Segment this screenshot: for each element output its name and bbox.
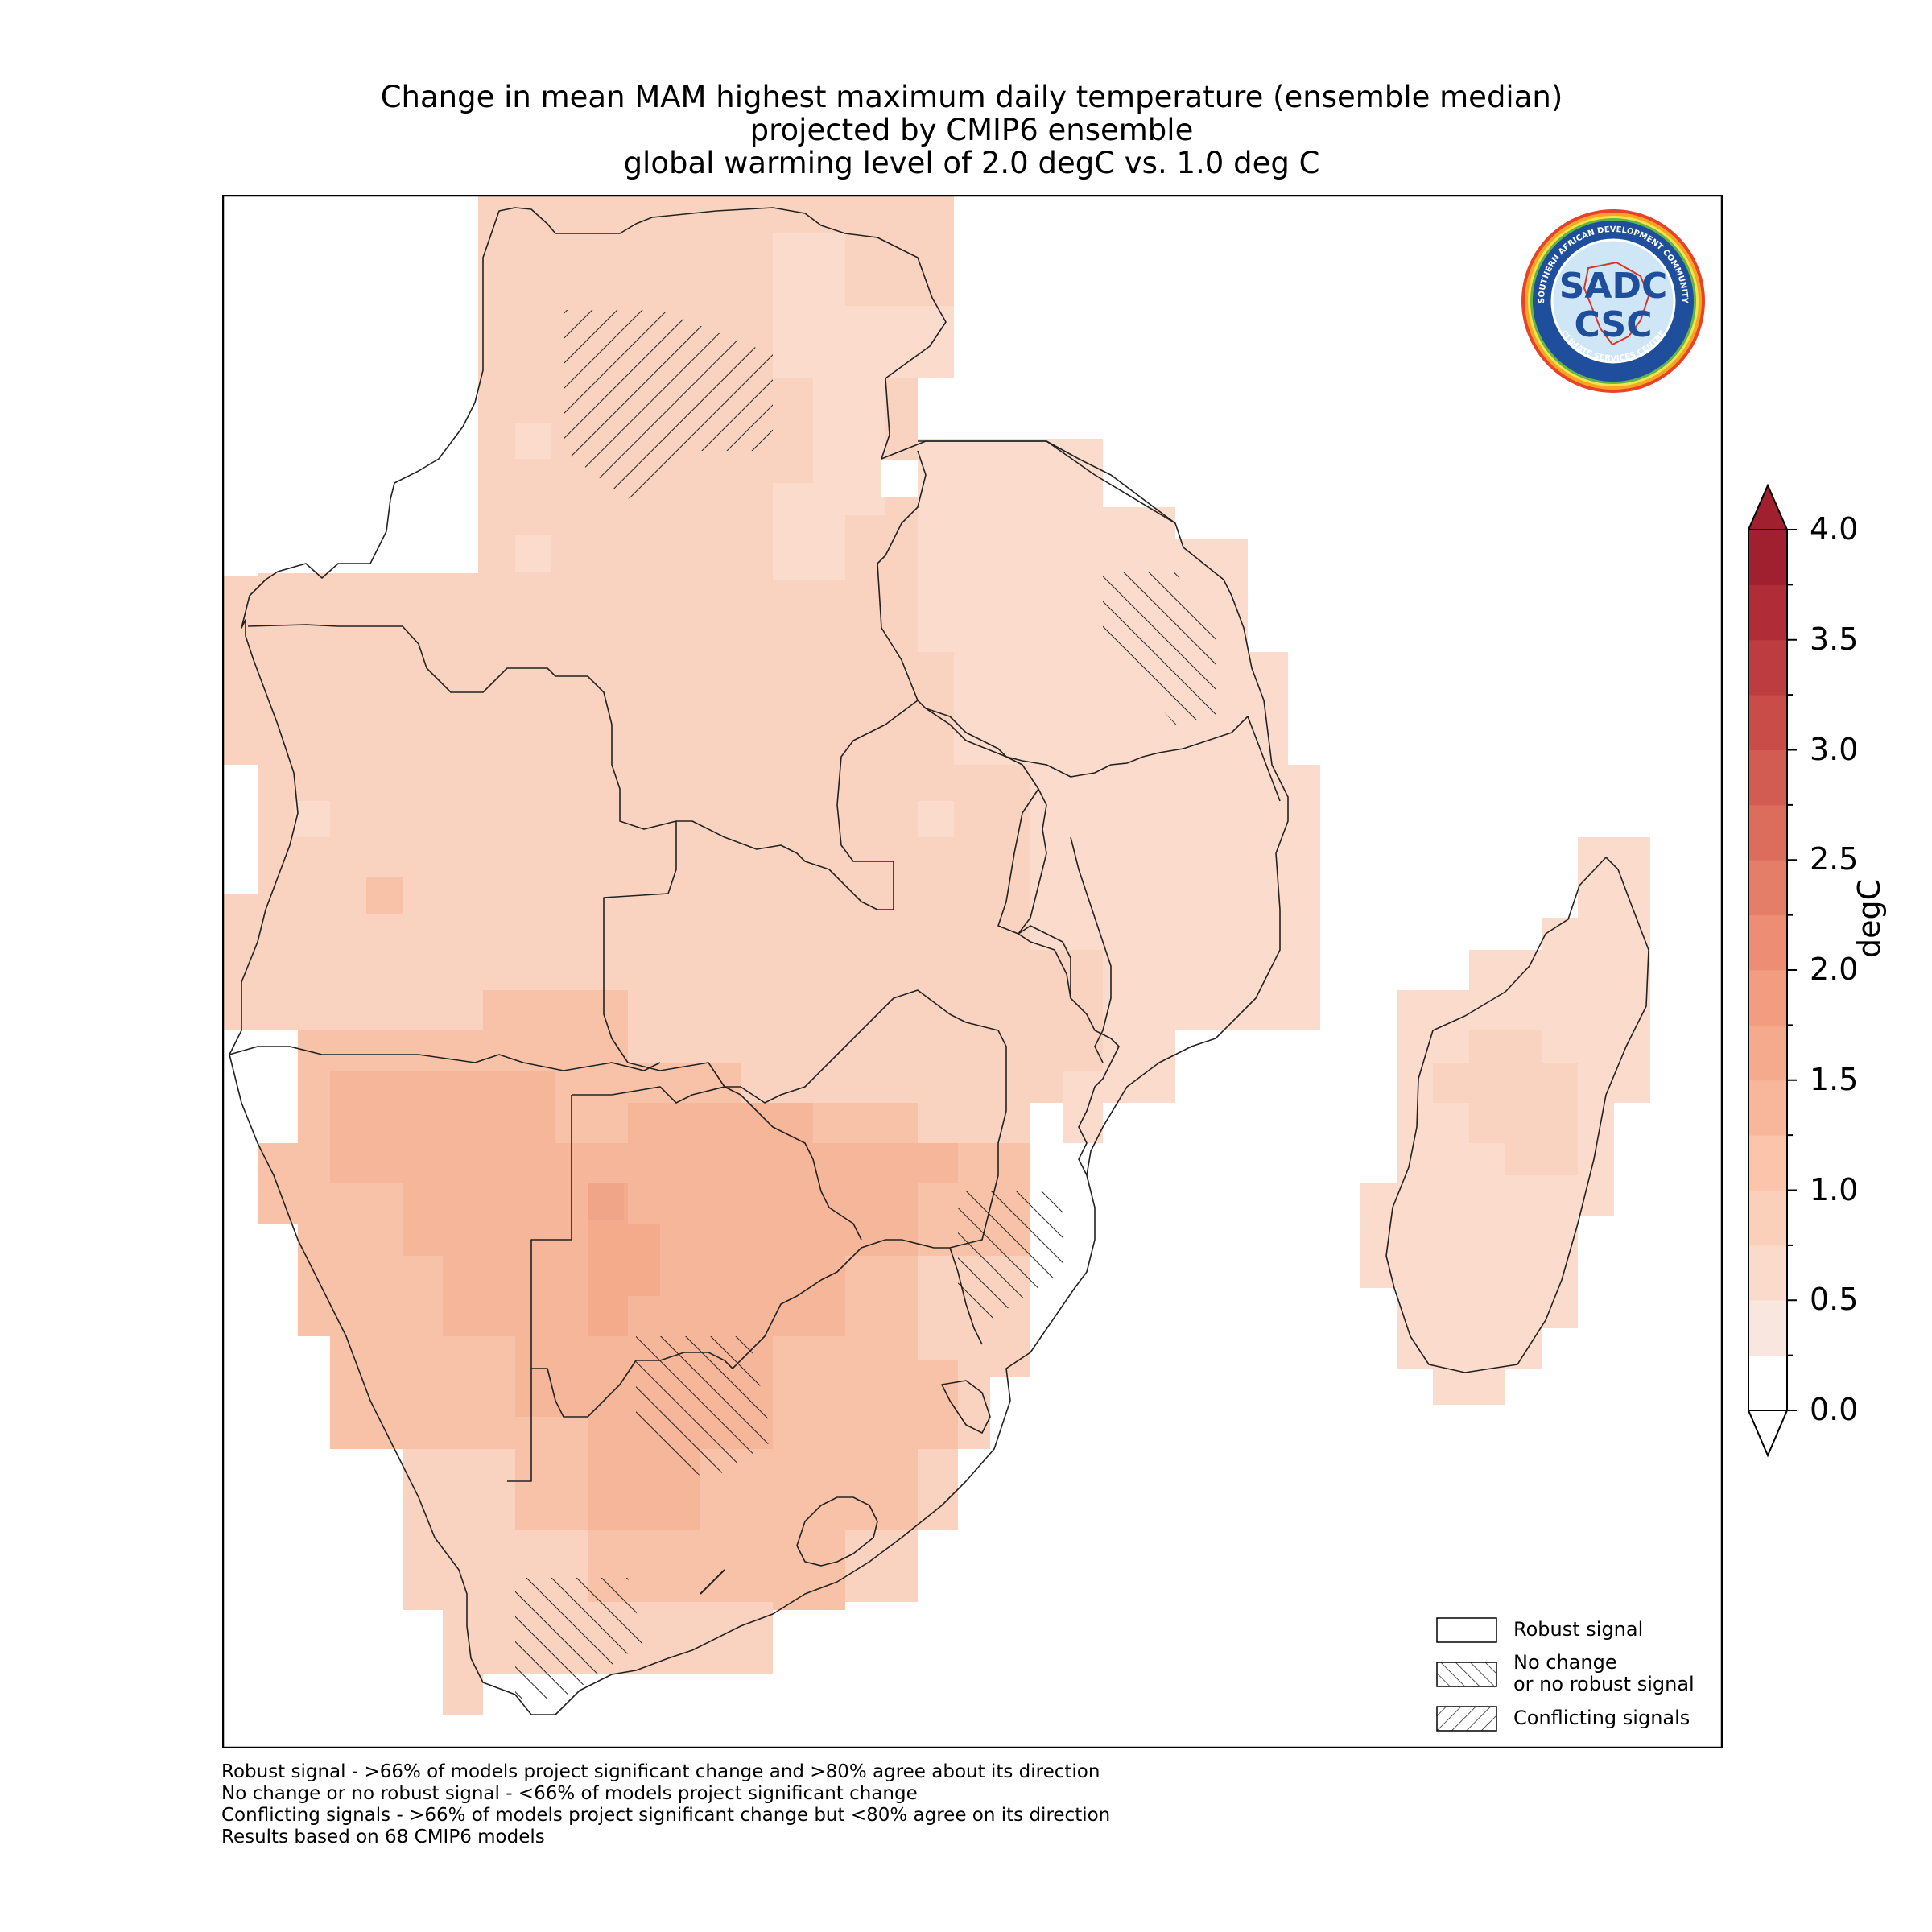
colorbar-band — [1748, 914, 1787, 971]
border-angola-namibia — [229, 1046, 661, 1071]
legend-swatch-robust — [1436, 1617, 1497, 1643]
map-panel — [222, 195, 1723, 1748]
legend-swatch-no-robust — [1436, 1662, 1497, 1687]
grid-cell-pale — [1175, 918, 1212, 954]
colorbar-band — [1748, 860, 1787, 916]
colorbar-tick-label: 1.0 — [1810, 1171, 1859, 1208]
border-botswana-south-africa — [531, 1255, 854, 1418]
grid-cell-pale — [918, 801, 954, 837]
grid-region-kalahari-darker — [588, 1183, 660, 1336]
legend-swatch-conflicting — [1436, 1706, 1497, 1732]
border-botswana-north — [572, 1086, 814, 1160]
border-malawi — [1018, 925, 1120, 1176]
grid-cell-missing — [222, 789, 258, 894]
colorbar-tick-label: 2.5 — [1810, 841, 1859, 877]
mainland-grid-cells — [222, 195, 1320, 1715]
border-eswatini — [941, 1380, 991, 1434]
footnote-no-change: No change or no robust signal - <66% of … — [221, 1783, 918, 1804]
legend-label-robust: Robust signal — [1513, 1618, 1644, 1641]
colorbar-band — [1748, 1080, 1787, 1136]
colorbar-band — [1748, 530, 1787, 585]
colorbar-band — [1748, 1025, 1787, 1081]
colorbar-unit-label: degC — [1852, 878, 1887, 958]
colorbar-under-arrow — [1747, 1410, 1789, 1458]
grid-region-east-light — [918, 439, 1320, 1143]
legend-label-no-robust-line-1: No change — [1513, 1651, 1617, 1674]
colorbar-band — [1748, 1135, 1787, 1191]
colorbar-tick-label: 0.5 — [1810, 1282, 1859, 1318]
colorbar-band — [1748, 1190, 1787, 1246]
border-south-africa-mozambique — [949, 1247, 983, 1345]
grid-region-southeast-coast — [700, 1256, 1030, 1674]
colorbar-tick-label: 3.0 — [1810, 731, 1859, 767]
grid-cell-missing — [222, 195, 478, 573]
map-title-line-1: Change in mean MAM highest maximum daily… — [380, 80, 1563, 114]
border-zambia-zimbabwe — [659, 989, 1007, 1104]
grid-cell-darker — [366, 877, 402, 914]
conflicting-signal-hatching — [564, 310, 773, 499]
border-malawi-west — [1018, 788, 1047, 935]
map-border — [222, 195, 1723, 1748]
border-drc-angola-zambia — [247, 624, 1071, 999]
footnote-robust: Robust signal - >66% of models project s… — [221, 1761, 1100, 1782]
map-title-line-3: global warming level of 2.0 degC vs. 1.0… — [623, 146, 1320, 180]
madagascar-coastline — [1385, 857, 1649, 1373]
colorbar-bands — [1748, 530, 1787, 1411]
colorbar — [1747, 483, 1797, 1458]
colorbar-band — [1748, 1355, 1787, 1411]
colorbar-band — [1748, 584, 1787, 641]
colorbar-band — [1748, 970, 1787, 1026]
grid-cell-missing — [881, 460, 918, 497]
grid-cell-pale — [515, 423, 551, 459]
colorbar-band — [1748, 749, 1787, 806]
footnote-conflicting: Conflicting signals - >66% of models pro… — [221, 1805, 1111, 1826]
colorbar-tick-label: 3.5 — [1810, 621, 1859, 657]
border-botswana-zimbabwe — [812, 1158, 862, 1241]
grid-region-northeast-light — [773, 233, 954, 580]
colorbar-tick-label: 1.5 — [1810, 1061, 1859, 1097]
border-tanzania-mozambique — [1005, 716, 1281, 802]
border-tanzania-kenya — [918, 440, 1176, 524]
border-tanzania-zambia — [925, 708, 1007, 758]
colorbar-over-arrow — [1747, 483, 1789, 530]
colorbar-band — [1748, 1300, 1787, 1356]
logo-africa-icon — [1583, 261, 1650, 346]
grid-cell-pale — [294, 801, 330, 837]
no-robust-signal-hatching — [515, 572, 1216, 1699]
border-namibia-botswana — [507, 1095, 572, 1482]
border-mozambique-malawi-east — [1070, 836, 1112, 1063]
country-borders — [229, 207, 1289, 1715]
mainland-coastline — [229, 207, 1289, 1715]
map-title-line-2: projected by CMIP6 ensemble — [749, 113, 1194, 147]
colorbar-tick-label: 2.0 — [1810, 952, 1859, 987]
hatch-legend — [1436, 1617, 1497, 1732]
legend-label-conflicting: Conflicting signals — [1513, 1707, 1690, 1729]
grid-cell-pale — [515, 535, 551, 572]
colorbar-tick-label: 0.0 — [1810, 1392, 1859, 1427]
border-zimbabwe-mozambique — [852, 1063, 1007, 1257]
colorbar-band — [1748, 695, 1787, 750]
colorbar-band — [1748, 804, 1787, 861]
colorbar-band — [1748, 639, 1787, 696]
border-drc-tanzania-lake — [877, 450, 927, 701]
grid-region-south-dark — [330, 1071, 958, 1530]
logo-mark-bottom: CSC — [1574, 304, 1652, 345]
colorbar-band — [1748, 1245, 1787, 1301]
colorbar-tick-label: 4.0 — [1810, 511, 1859, 547]
border-lesotho — [796, 1496, 878, 1567]
legend-label-no-robust-line-2: or no robust signal — [1513, 1673, 1695, 1695]
logo-mark-top: SADC — [1559, 266, 1668, 307]
colorbar-ticks — [1787, 529, 1797, 1411]
grid-cell-darker — [588, 1183, 624, 1220]
footnote-model-count: Results based on 68 CMIP6 models — [221, 1827, 545, 1847]
border-angola-zambia-east — [603, 821, 677, 1071]
madagascar-grid-cells — [1360, 837, 1650, 1405]
sadc-csc-logo: SOUTHERN AFRICAN DEVELOPMENT COMMUNITY C… — [1521, 209, 1705, 393]
